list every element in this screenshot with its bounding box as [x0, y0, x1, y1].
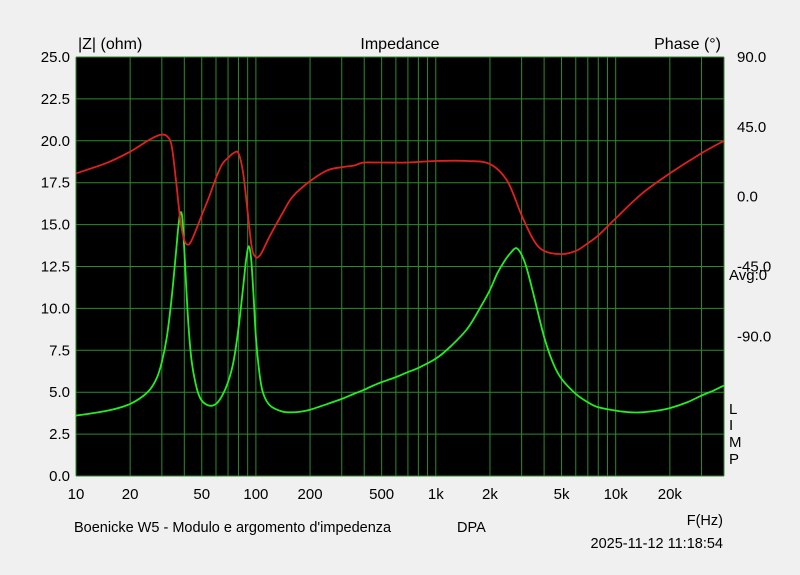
x-tick-label: 5k [554, 486, 570, 503]
right-tick-label: 0.0 [737, 189, 758, 206]
left-tick-label: 17.5 [41, 175, 70, 192]
side-letter: L [729, 401, 737, 418]
x-tick-label: 100 [243, 486, 268, 503]
left-tick-label: 20.0 [41, 133, 70, 150]
left-tick-label: 15.0 [41, 217, 70, 234]
x-tick-label: 10k [604, 486, 629, 503]
grid [75, 56, 725, 477]
x-tick-label: 20k [658, 486, 683, 503]
side-letter: I [729, 417, 733, 434]
left-tick-label: 25.0 [41, 49, 70, 66]
timestamp: 2025-11-12 11:18:54 [591, 536, 724, 552]
right-tick-label: 45.0 [737, 119, 766, 136]
impedance-magnitude-line [75, 211, 725, 417]
x-tick-label: 200 [298, 486, 323, 503]
right-axis-ticks: 90.0 45.0 0.0 -45.0 -90.0 [737, 49, 771, 345]
x-tick-label: 1k [428, 486, 444, 503]
left-tick-label: 2.5 [49, 426, 70, 443]
x-tick-label: 50 [193, 486, 210, 503]
left-tick-label: 10.0 [41, 300, 70, 317]
right-tick-label: -45.0 [737, 259, 771, 276]
right-axis-label: Phase (°) [654, 36, 721, 53]
footer-description: Boenicke W5 - Modulo e argomento d'imped… [74, 520, 392, 536]
right-tick-label: 90.0 [737, 49, 766, 66]
right-tick-label: -90.0 [737, 328, 771, 345]
x-tick-label: 20 [122, 486, 139, 503]
side-letter: M [729, 434, 742, 451]
left-tick-label: 22.5 [41, 91, 70, 108]
x-tick-label: 2k [482, 486, 498, 503]
footer-tag: DPA [457, 520, 486, 536]
x-tick-label: 10 [68, 486, 85, 503]
chart-title: Impedance [360, 36, 439, 53]
left-tick-label: 5.0 [49, 384, 70, 401]
left-tick-label: 7.5 [49, 342, 70, 359]
avg-label: Avg:0 [729, 267, 767, 284]
x-axis-label: F(Hz) [687, 513, 723, 529]
series-group [75, 133, 725, 417]
left-axis-ticks: 0.0 2.5 5.0 7.5 10.0 12.5 15.0 17.5 20.0 22.5 25.0 [41, 49, 70, 485]
x-tick-label: 500 [369, 486, 394, 503]
left-axis-label: |Z| (ohm) [78, 36, 142, 53]
x-axis-ticks: 10 20 50 100 200 500 1k 2k 5k 10k 20k [68, 486, 683, 503]
side-letter: P [729, 451, 739, 468]
left-tick-label: 0.0 [49, 468, 70, 485]
phase-line [75, 133, 725, 259]
left-tick-label: 12.5 [41, 259, 70, 276]
